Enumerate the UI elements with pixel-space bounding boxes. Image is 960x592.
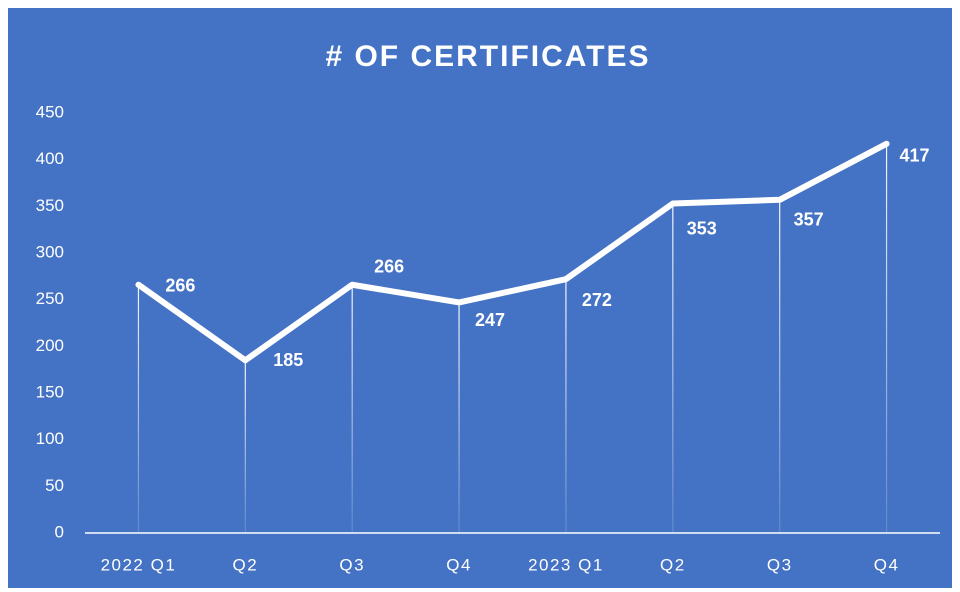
y-tick-label: 150: [36, 382, 64, 401]
y-tick-label: 400: [36, 149, 64, 168]
data-label: 417: [900, 146, 930, 166]
x-tick-label: 2023 Q1: [528, 555, 604, 574]
x-tick-label: Q4: [446, 555, 472, 574]
y-tick-label: 50: [45, 476, 64, 495]
y-tick-label: 300: [36, 242, 64, 261]
data-label: 353: [687, 218, 717, 238]
x-tick-label: 2022 Q1: [101, 555, 177, 574]
x-tick-label: Q2: [232, 555, 258, 574]
y-tick-label: 200: [36, 336, 64, 355]
y-tick-label: 100: [36, 429, 64, 448]
y-tick-label: 0: [55, 522, 64, 541]
x-tick-label: Q2: [660, 555, 686, 574]
data-label: 266: [374, 256, 404, 276]
x-tick-label: Q3: [767, 555, 793, 574]
chart-title: # OF CERTIFICATES: [325, 40, 650, 73]
y-tick-label: 250: [36, 289, 64, 308]
line: [135, 140, 890, 364]
x-tick-label: Q3: [339, 555, 365, 574]
data-label: 357: [794, 210, 824, 230]
y-tick-label: 350: [36, 196, 64, 215]
x-tick-label: Q4: [874, 555, 900, 574]
data-label: 266: [165, 275, 195, 295]
data-label: 272: [582, 290, 612, 310]
y-tick-label: 450: [36, 102, 64, 121]
data-label: 247: [475, 310, 505, 330]
data-label: 185: [273, 350, 303, 370]
